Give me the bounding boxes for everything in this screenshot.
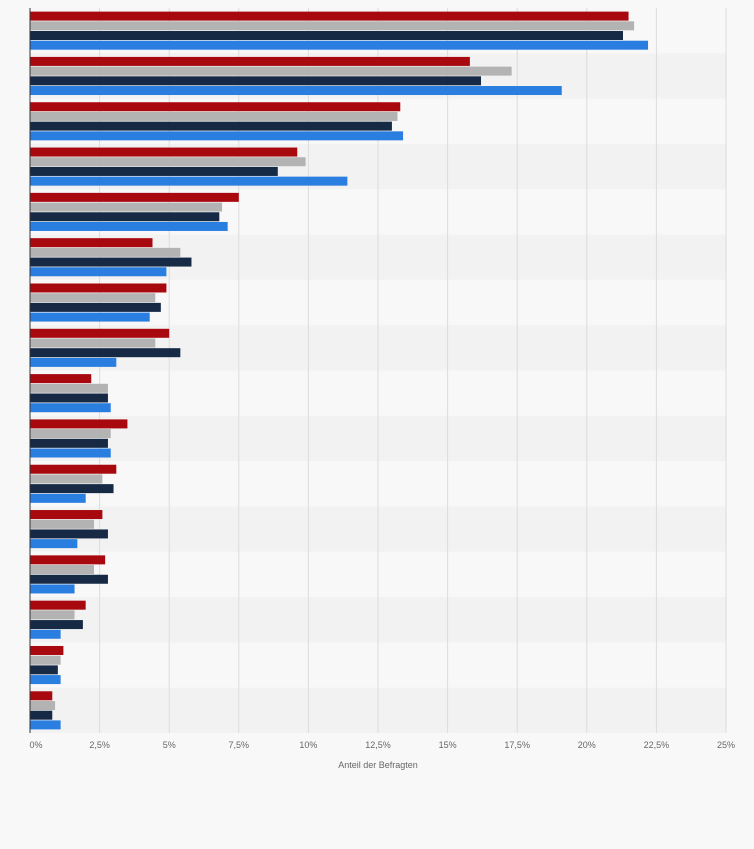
bar bbox=[30, 357, 117, 367]
bar bbox=[30, 584, 75, 594]
x-tick-label: 2,5% bbox=[89, 740, 110, 750]
bar bbox=[30, 283, 167, 293]
bar bbox=[30, 493, 86, 503]
x-tick-label: 22,5% bbox=[644, 740, 670, 750]
bar bbox=[30, 176, 348, 186]
bar bbox=[30, 121, 392, 131]
bar bbox=[30, 519, 95, 529]
bar bbox=[30, 166, 278, 176]
bar bbox=[30, 40, 649, 50]
bar bbox=[30, 438, 108, 448]
bar bbox=[30, 202, 223, 212]
bar bbox=[30, 629, 61, 639]
bar bbox=[30, 267, 167, 277]
bar bbox=[30, 86, 562, 96]
x-tick-label: 15% bbox=[439, 740, 457, 750]
bar bbox=[30, 419, 128, 429]
bar bbox=[30, 555, 106, 565]
bar-series bbox=[30, 11, 649, 730]
bar bbox=[30, 574, 108, 584]
bar bbox=[30, 610, 75, 620]
bar bbox=[30, 691, 53, 701]
bar bbox=[30, 720, 61, 730]
bar bbox=[30, 448, 111, 458]
bar bbox=[30, 539, 78, 549]
x-tick-labels: 0% 2,5% 5% 7,5% 10% 12,5% 15% 17,5% 20% 22,5% 25% bbox=[29, 740, 735, 750]
bar bbox=[30, 221, 228, 231]
bar bbox=[30, 66, 512, 76]
bar bbox=[30, 192, 239, 202]
bar bbox=[30, 393, 108, 403]
x-tick-label: 5% bbox=[163, 740, 176, 750]
bar bbox=[30, 102, 401, 112]
x-tick-label: 20% bbox=[578, 740, 596, 750]
x-tick-label: 7,5% bbox=[229, 740, 250, 750]
bar bbox=[30, 383, 108, 393]
bar bbox=[30, 600, 86, 610]
bar bbox=[30, 565, 95, 575]
bar bbox=[30, 212, 220, 222]
bar bbox=[30, 675, 61, 685]
bar bbox=[30, 31, 623, 41]
bar bbox=[30, 403, 111, 413]
bar bbox=[30, 21, 635, 31]
bar bbox=[30, 157, 306, 167]
x-tick-label: 12,5% bbox=[365, 740, 391, 750]
bar bbox=[30, 328, 170, 338]
bar bbox=[30, 464, 117, 474]
bar bbox=[30, 700, 56, 710]
bar bbox=[30, 665, 58, 675]
bar bbox=[30, 131, 404, 141]
bar bbox=[30, 312, 150, 322]
bar bbox=[30, 111, 398, 121]
bar bbox=[30, 247, 181, 257]
bar bbox=[30, 484, 114, 494]
bar bbox=[30, 302, 161, 312]
x-tick-label: 10% bbox=[299, 740, 317, 750]
x-axis-title: Anteil der Befragten bbox=[338, 760, 418, 770]
bar bbox=[30, 11, 629, 21]
bar bbox=[30, 620, 83, 630]
bar bbox=[30, 655, 61, 665]
bar bbox=[30, 56, 470, 66]
bar bbox=[30, 510, 103, 520]
bar bbox=[30, 474, 103, 484]
bar bbox=[30, 348, 181, 358]
bar bbox=[30, 529, 108, 539]
bar bbox=[30, 257, 192, 267]
x-tick-label: 0% bbox=[29, 740, 42, 750]
x-tick-label: 25% bbox=[717, 740, 735, 750]
bar bbox=[30, 374, 92, 384]
bar bbox=[30, 429, 111, 439]
bar bbox=[30, 293, 156, 303]
bar bbox=[30, 76, 482, 86]
bar bbox=[30, 147, 298, 157]
bar bbox=[30, 710, 53, 720]
x-tick-label: 17,5% bbox=[504, 740, 530, 750]
bar bbox=[30, 338, 156, 348]
bar bbox=[30, 238, 153, 248]
bar bbox=[30, 645, 64, 655]
